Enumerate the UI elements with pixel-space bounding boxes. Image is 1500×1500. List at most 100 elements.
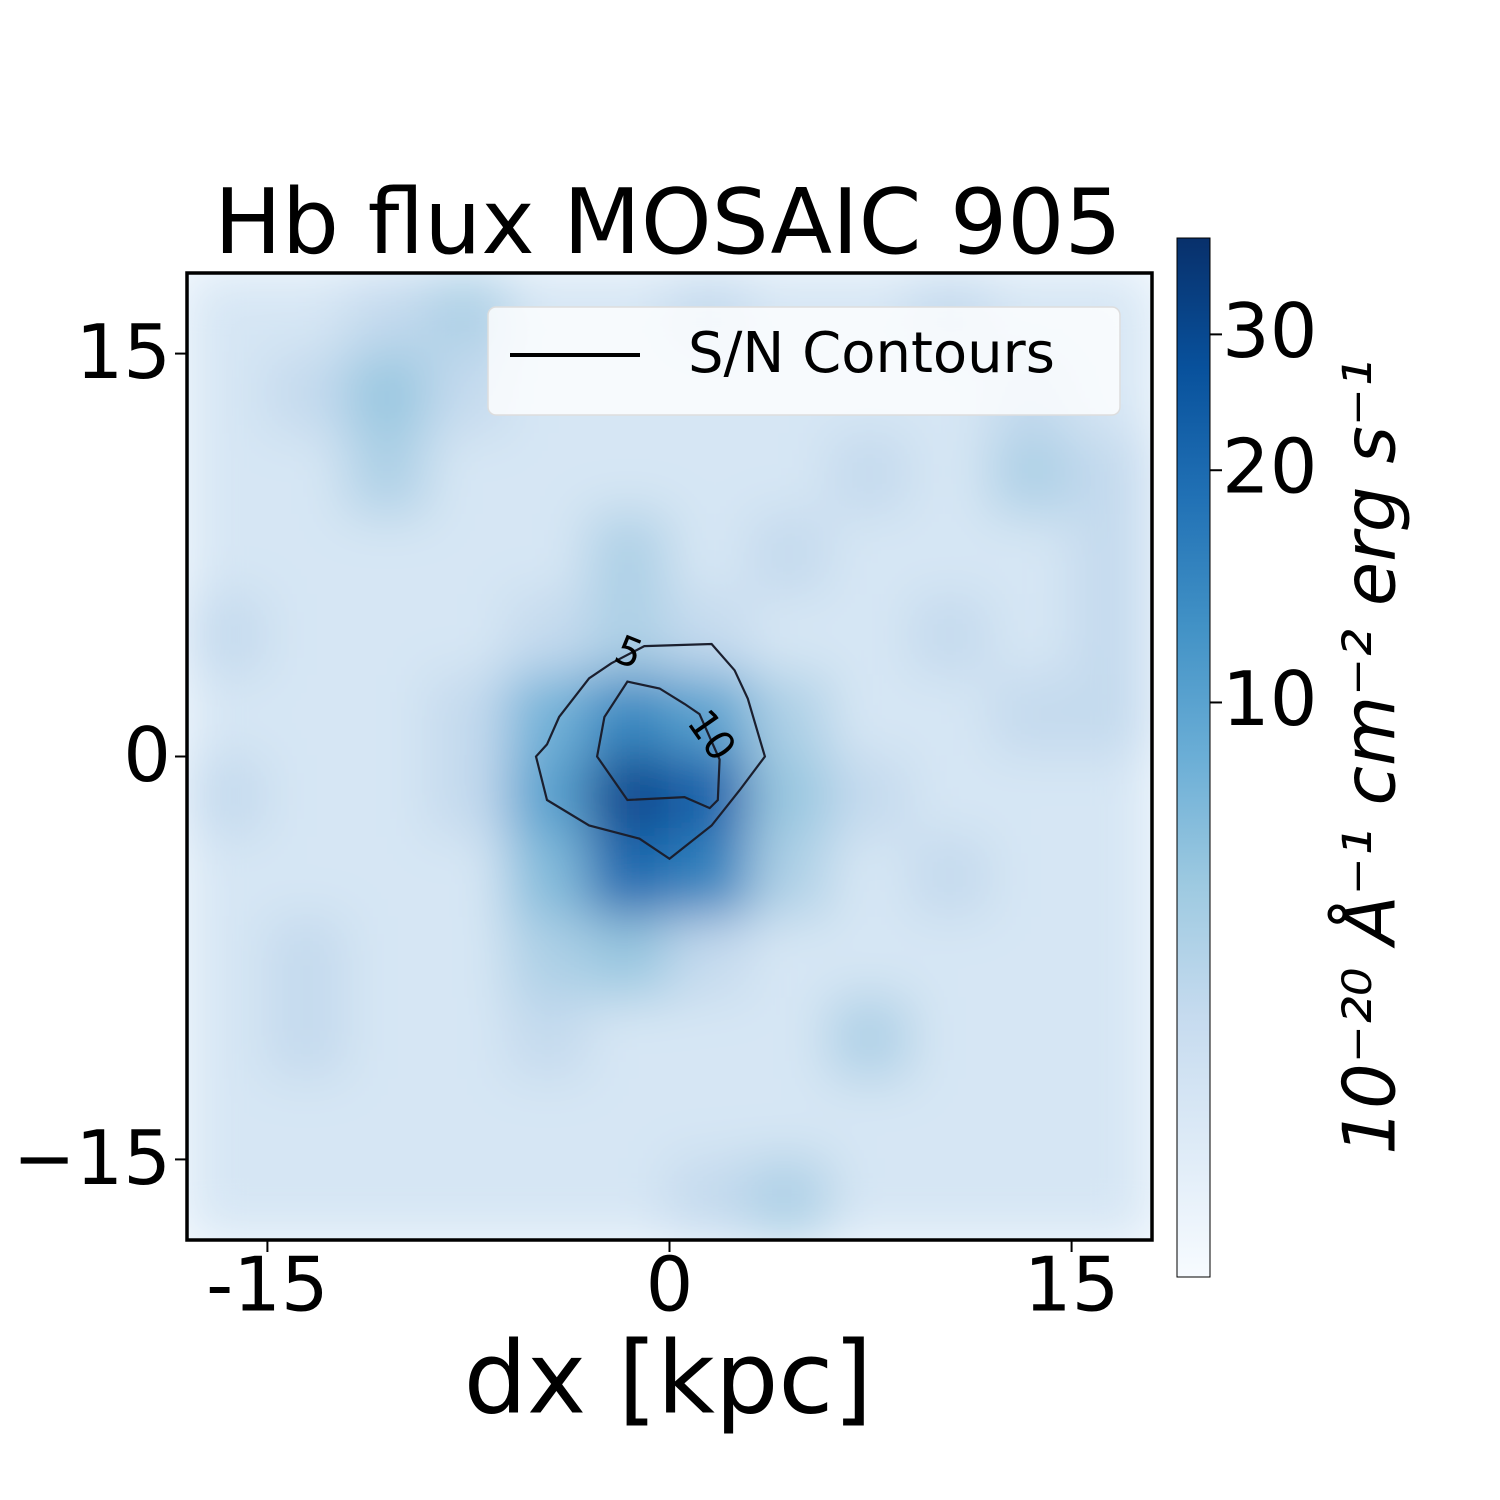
heatmap-cell bbox=[748, 836, 832, 919]
heatmap-cell bbox=[427, 674, 510, 758]
heatmap-cell bbox=[187, 433, 269, 516]
heatmap-cell bbox=[588, 594, 671, 677]
heatmap-cell bbox=[427, 1077, 510, 1161]
heatmap-cell bbox=[668, 1077, 751, 1161]
heatmap-cell bbox=[748, 433, 832, 516]
heatmap-cell bbox=[990, 997, 1073, 1080]
heatmap-cell bbox=[748, 513, 832, 597]
heatmap-cell bbox=[1070, 755, 1152, 839]
heatmap-cell bbox=[346, 836, 430, 919]
heatmap-cell bbox=[1070, 1077, 1152, 1161]
heatmap-cell bbox=[266, 755, 349, 839]
colorbar-tick-label: 30 bbox=[1222, 287, 1317, 375]
heatmap-cell bbox=[187, 1158, 269, 1240]
heatmap-cell bbox=[588, 1158, 671, 1240]
heatmap-cell bbox=[829, 916, 912, 1000]
heatmap-cell bbox=[346, 513, 430, 597]
x-tick-label: 15 bbox=[1024, 1241, 1119, 1329]
heatmap-cell bbox=[990, 1077, 1073, 1161]
heatmap-cell bbox=[990, 836, 1073, 919]
x-axis-label: dx [kpc] bbox=[464, 1319, 873, 1436]
heatmap-cell bbox=[346, 997, 430, 1080]
heatmap-cell bbox=[588, 755, 671, 839]
heatmap-cell bbox=[829, 594, 912, 677]
heatmap-cell bbox=[909, 836, 993, 919]
heatmap-cell bbox=[187, 674, 269, 758]
heatmap-cell bbox=[346, 1158, 430, 1240]
heatmap-cell bbox=[668, 997, 751, 1080]
heatmap-cell bbox=[187, 513, 269, 597]
heatmap-cell bbox=[266, 997, 349, 1080]
heatmap-cell bbox=[266, 594, 349, 677]
heatmap-cell bbox=[829, 674, 912, 758]
heatmap-cell bbox=[266, 433, 349, 516]
heatmap-cell bbox=[909, 997, 993, 1080]
heatmap-cell bbox=[346, 755, 430, 839]
heatmap-cell bbox=[427, 916, 510, 1000]
heatmap-cell bbox=[829, 433, 912, 516]
heatmap-cell bbox=[187, 594, 269, 677]
colorbar bbox=[1176, 237, 1211, 1278]
heatmap bbox=[187, 273, 1152, 1240]
y-tick-label: 0 bbox=[123, 711, 171, 799]
heatmap-cell bbox=[909, 433, 993, 516]
heatmap-cell bbox=[748, 1077, 832, 1161]
heatmap-cell bbox=[588, 997, 671, 1080]
heatmap-cell bbox=[266, 513, 349, 597]
heatmap-cell bbox=[829, 1158, 912, 1240]
colorbar-tick-label: 10 bbox=[1222, 655, 1317, 743]
heatmap-cell bbox=[346, 352, 430, 436]
heatmap-cell bbox=[507, 513, 591, 597]
heatmap-cell bbox=[187, 997, 269, 1080]
heatmap-cell bbox=[507, 674, 591, 758]
heatmap-cell bbox=[748, 916, 832, 1000]
heatmap-cell bbox=[266, 1158, 349, 1240]
heatmap-cell bbox=[829, 997, 912, 1080]
heatmap-cell bbox=[187, 755, 269, 839]
heatmap-cell bbox=[346, 594, 430, 677]
heatmap-cells bbox=[187, 273, 1152, 1240]
heatmap-cell bbox=[748, 674, 832, 758]
heatmap-cell bbox=[427, 1158, 510, 1240]
heatmap-cell bbox=[507, 433, 591, 516]
heatmap-cell bbox=[507, 1158, 591, 1240]
heatmap-cell bbox=[507, 836, 591, 919]
heatmap-cell bbox=[507, 755, 591, 839]
heatmap-cell bbox=[187, 352, 269, 436]
x-tick-label: -15 bbox=[206, 1241, 329, 1329]
heatmap-cell bbox=[909, 594, 993, 677]
heatmap-cell bbox=[588, 513, 671, 597]
heatmap-cell bbox=[668, 916, 751, 1000]
heatmap-cell bbox=[829, 513, 912, 597]
heatmap-cell bbox=[1070, 433, 1152, 516]
heatmap-cell bbox=[346, 674, 430, 758]
heatmap-cell bbox=[266, 916, 349, 1000]
heatmap-cell bbox=[266, 674, 349, 758]
heatmap-cell bbox=[187, 836, 269, 919]
heatmap-cell bbox=[668, 433, 751, 516]
heatmap-cell bbox=[909, 916, 993, 1000]
heatmap-cell bbox=[990, 433, 1073, 516]
heatmap-cell bbox=[346, 433, 430, 516]
heatmap-cell bbox=[829, 1077, 912, 1161]
heatmap-cell bbox=[668, 674, 751, 758]
heatmap-cell bbox=[427, 594, 510, 677]
heatmap-cell bbox=[427, 513, 510, 597]
heatmap-cell bbox=[909, 1077, 993, 1161]
heatmap-cell bbox=[187, 273, 269, 355]
colorbar-tick-label: 20 bbox=[1222, 423, 1317, 511]
heatmap-cell bbox=[427, 836, 510, 919]
heatmap-cell bbox=[588, 916, 671, 1000]
heatmap-cell bbox=[266, 836, 349, 919]
heatmap-cell bbox=[427, 755, 510, 839]
heatmap-cell bbox=[748, 755, 832, 839]
heatmap-cell bbox=[346, 273, 430, 355]
y-tick-label: 15 bbox=[76, 308, 171, 396]
heatmap-cell bbox=[1070, 836, 1152, 919]
heatmap-cell bbox=[1070, 1158, 1152, 1240]
heatmap-cell bbox=[829, 755, 912, 839]
heatmap-cell bbox=[668, 594, 751, 677]
heatmap-cell bbox=[748, 594, 832, 677]
heatmap-cell bbox=[346, 916, 430, 1000]
